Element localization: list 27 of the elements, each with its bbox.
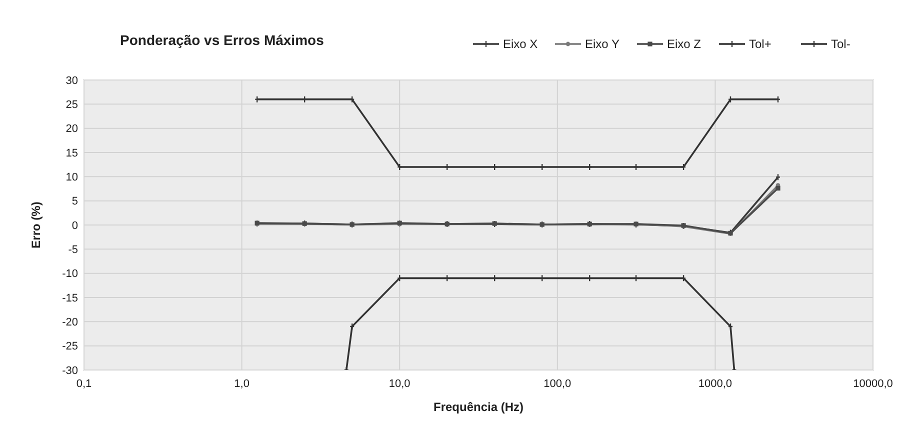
y-tick-label: 0 bbox=[72, 220, 78, 232]
x-axis-title: Frequência (Hz) bbox=[433, 400, 524, 414]
x-tick-label: 1000,0 bbox=[698, 378, 732, 390]
y-tick-label: 10 bbox=[66, 172, 78, 184]
y-tick-label: -10 bbox=[62, 268, 78, 280]
x-tick-label: 1,0 bbox=[234, 378, 250, 390]
y-tick-label: -30 bbox=[62, 364, 78, 377]
y-tick-label: 20 bbox=[66, 123, 78, 136]
y-tick-label: -20 bbox=[62, 316, 78, 329]
legend-label: Eixo Y bbox=[585, 37, 620, 52]
y-tick-label: -5 bbox=[68, 244, 78, 256]
legend-label: Eixo Z bbox=[667, 37, 702, 52]
y-tick-label: 25 bbox=[66, 99, 78, 112]
chart-title: Ponderação vs Erros Máximos bbox=[120, 32, 324, 48]
x-tick-label: 10,0 bbox=[388, 378, 410, 390]
y-tick-label: 15 bbox=[66, 147, 78, 160]
x-tick-label: 10000,0 bbox=[853, 378, 893, 390]
x-tick-label: 100,0 bbox=[544, 378, 572, 390]
legend-label: Tol- bbox=[831, 37, 850, 52]
y-tick-label: -25 bbox=[62, 340, 78, 353]
legend-label: Eixo X bbox=[503, 37, 538, 52]
y-axis-title: Erro (%) bbox=[29, 202, 43, 248]
legend-label: Tol+ bbox=[749, 37, 772, 52]
y-tick-label: 5 bbox=[72, 196, 78, 208]
x-tick-label: 0,1 bbox=[76, 378, 92, 390]
y-tick-label: 30 bbox=[66, 74, 78, 87]
y-tick-label: -15 bbox=[62, 292, 78, 304]
